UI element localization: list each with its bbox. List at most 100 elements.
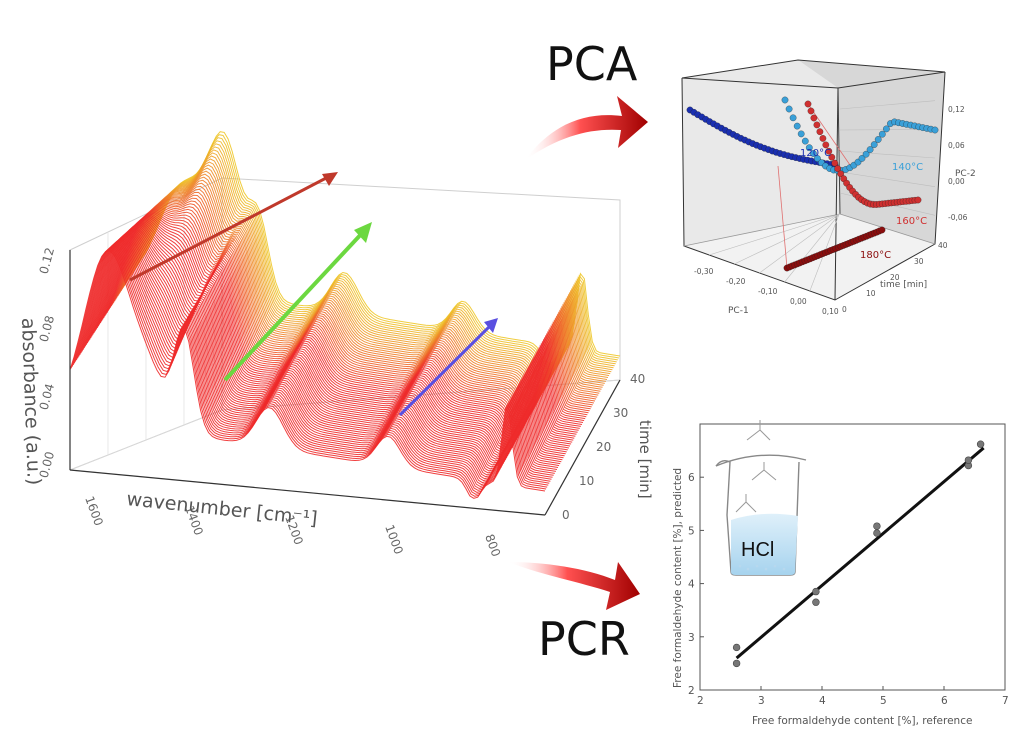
spectrum-line <box>70 249 547 497</box>
pc1-tick-label: -0,10 <box>758 287 778 296</box>
temp-label-120: 120°C <box>800 148 831 159</box>
spectrum-line <box>98 222 575 446</box>
spectra-waterfall <box>69 131 621 499</box>
pc2-axis-label: PC-2 <box>955 169 976 179</box>
pca-point <box>862 150 870 158</box>
spectrum-line <box>94 226 571 454</box>
spectrum-line <box>91 229 567 460</box>
pca-point <box>837 170 845 178</box>
pca-point <box>831 159 839 167</box>
spectrum-line <box>73 246 550 491</box>
pca-point <box>878 226 886 234</box>
pca-arrow <box>525 96 648 160</box>
spectrum-line <box>77 242 553 486</box>
time-tick-label: 40 <box>630 372 645 386</box>
x-axis-label: Free formaldehyde content [%], reference <box>752 715 972 727</box>
spectrum-line <box>69 250 546 499</box>
spectrum-line <box>71 248 548 495</box>
pc2-tick-label: 0,00 <box>948 177 965 186</box>
pca-point <box>819 135 827 142</box>
absorbance-tick-label: 0.04 <box>37 382 57 411</box>
wavenumber-tick-label: 800 <box>482 532 503 558</box>
data-point <box>964 456 973 464</box>
y-axis-label: Free formaldehyde content [%], predicted <box>672 468 684 688</box>
pc2-tick-label: 0,06 <box>948 141 965 150</box>
y-tick-label: 2 <box>688 685 695 697</box>
pca-point <box>858 155 866 162</box>
pca-point <box>825 147 833 155</box>
spectrum-line <box>97 223 574 448</box>
time-tick-label: 20 <box>890 273 900 282</box>
pca-point <box>828 153 836 161</box>
pcr-arrow <box>508 562 640 610</box>
hcl-label: HCl <box>741 539 774 561</box>
spectrum-line <box>72 247 549 493</box>
spectrum-line <box>80 239 556 480</box>
pca-point <box>870 141 878 148</box>
pcr-label: PCR <box>538 612 630 666</box>
absorbance-tick-label: 0.12 <box>37 246 57 275</box>
pca-point <box>814 155 821 162</box>
absorbance-tick-label: 0.08 <box>37 314 57 343</box>
temp-label-180: 180°C <box>860 250 891 261</box>
x-tick-label: 4 <box>819 695 826 707</box>
time-tick-label: 20 <box>596 440 611 454</box>
spectrum-line <box>105 216 581 435</box>
data-point <box>812 598 820 606</box>
pca-point <box>931 126 939 134</box>
pc1-tick-label: -0,30 <box>694 267 714 276</box>
spectrum-line <box>96 224 573 450</box>
y-tick-label: 6 <box>688 472 695 484</box>
pca-point <box>810 150 817 157</box>
absorbance-tick-label: 0.00 <box>37 450 57 479</box>
pca-point <box>793 122 801 130</box>
spectrum-line <box>78 241 554 484</box>
beaker-icon: HCl <box>715 420 807 576</box>
pca-point <box>874 136 882 143</box>
spectrum-line <box>92 228 568 458</box>
pc1-axis-label: PC-1 <box>728 306 749 316</box>
spectrum-line <box>102 219 578 441</box>
spectrum-line <box>93 227 569 456</box>
pca-point <box>810 114 818 122</box>
plot-frame <box>699 423 1006 691</box>
time-axis-label: time [min] <box>636 420 654 499</box>
pca-point <box>797 130 805 138</box>
pcr-scatter-plot: 2 3 4 5 6 7 2 3 4 5 6 Free formaldehyde content [%… <box>672 420 1009 727</box>
wavenumber-tick-label: 1600 <box>82 494 106 527</box>
pca-point <box>878 130 886 138</box>
spectrum-line <box>106 215 583 433</box>
time-tick-label: 10 <box>866 289 876 298</box>
y-tick-label: 3 <box>688 632 695 644</box>
pca-point <box>804 100 812 108</box>
data-point <box>732 643 741 652</box>
pc1-tick-label: -0,20 <box>726 277 746 286</box>
time-tick-label: 10 <box>579 474 594 488</box>
pca-point <box>789 114 797 122</box>
pc2-tick-label: -0,06 <box>948 213 968 222</box>
temp-label-160: 160°C <box>896 216 927 227</box>
pc1-tick-label: 0,00 <box>790 297 807 306</box>
temp-label-140: 140°C <box>892 162 923 173</box>
pca-point <box>816 128 824 136</box>
pca-label: PCA <box>546 37 638 91</box>
pca-point <box>866 146 874 153</box>
wavenumber-tick-label: 1000 <box>382 523 406 556</box>
spectrum-line <box>79 240 555 482</box>
x-tick-label: 5 <box>880 695 887 707</box>
x-tick-label: 7 <box>1002 695 1009 707</box>
spectrum-line <box>101 220 577 443</box>
absorbance-axis-label: absorbance (a.u.) <box>17 317 45 485</box>
time-tick-label: 40 <box>938 241 948 250</box>
pca-point <box>781 96 789 104</box>
y-tick-label: 5 <box>688 525 695 537</box>
trend-arrow-blue <box>398 322 494 417</box>
pca-point <box>813 121 821 129</box>
regression-line <box>735 446 985 660</box>
time-tick-label: 0 <box>842 305 847 314</box>
data-point <box>732 659 741 668</box>
pca-point <box>801 137 809 145</box>
spectrum-line <box>74 245 551 490</box>
time-tick-label: 0 <box>562 508 570 522</box>
